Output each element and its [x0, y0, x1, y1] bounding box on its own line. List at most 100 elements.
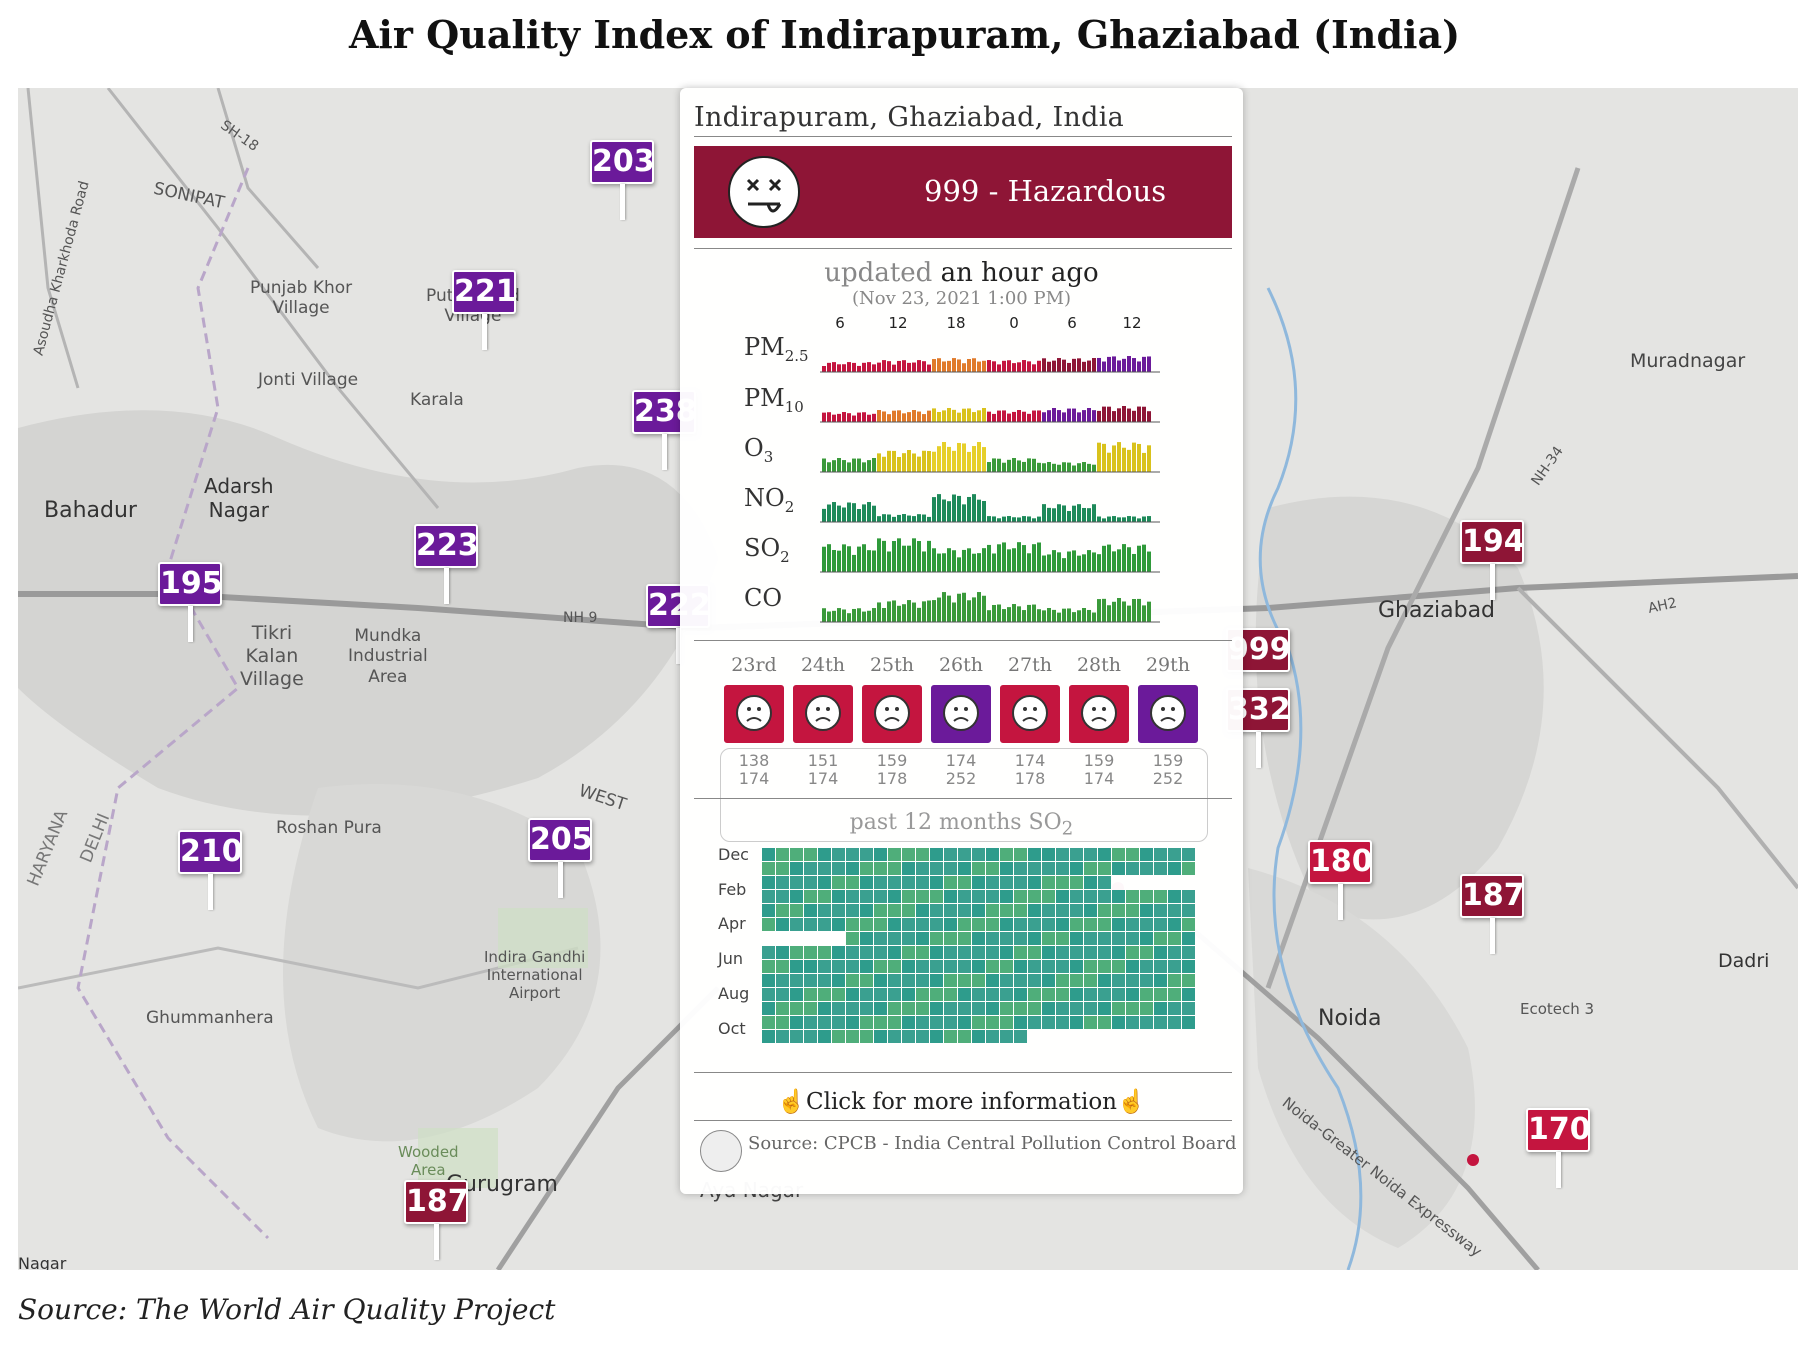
forecast-max: 178 — [876, 769, 908, 788]
sparkline-bar — [927, 410, 931, 422]
sparkline-bar — [1082, 410, 1086, 422]
sparkline-bar — [1117, 408, 1121, 422]
sparkline-bar — [902, 360, 906, 372]
more-info-link[interactable]: ☝Click for more information☝ — [777, 1089, 1146, 1115]
aqi-station-marker[interactable]: 210 — [178, 830, 243, 910]
sparkline-bar — [862, 462, 866, 472]
sparkline-bar — [907, 450, 911, 472]
sparkline-bar — [892, 364, 896, 372]
heatmap-cell — [986, 946, 999, 959]
sparkline-bar — [1072, 465, 1076, 472]
aqi-station-marker[interactable]: 203 — [590, 140, 655, 220]
heatmap-cell — [874, 1002, 887, 1015]
sparkline-bar — [1057, 464, 1061, 472]
heatmap-cell — [1084, 988, 1097, 1001]
aqi-station-marker[interactable]: 170 — [1526, 1108, 1591, 1188]
heatmap-cell — [818, 876, 831, 889]
sparkline-bar — [1037, 462, 1041, 472]
sparkline-bar — [1002, 360, 1006, 372]
sparkline-bar — [1097, 442, 1101, 472]
heatmap-cell — [958, 946, 971, 959]
sparkline-bar — [1122, 517, 1126, 522]
sparkline-bar — [1112, 516, 1116, 522]
heatmap-cell — [1056, 876, 1069, 889]
aqi-station-marker[interactable]: 223 — [414, 524, 479, 604]
heatmap-cell — [986, 974, 999, 987]
heatmap-cell — [1042, 862, 1055, 875]
aqi-station-marker[interactable]: 180 — [1308, 840, 1373, 920]
sparkline-bar — [922, 450, 926, 472]
heatmap-cell — [944, 960, 957, 973]
sparkline-bar — [877, 516, 881, 522]
heatmap-cell — [874, 918, 887, 931]
marker-stem — [482, 314, 487, 350]
sparkline-bar — [1002, 410, 1006, 422]
heatmap-cell — [762, 862, 775, 875]
forecast-values: 174 178 — [1000, 752, 1060, 788]
forecast-day-label: 25th — [869, 654, 915, 676]
heatmap-cell — [1098, 932, 1111, 945]
aqi-station-marker[interactable]: 205 — [528, 818, 593, 898]
sparkline-bar — [917, 456, 921, 472]
heatmap-cell — [1042, 890, 1055, 903]
aqi-station-marker[interactable]: 221 — [452, 270, 517, 350]
heatmap-cell — [958, 876, 971, 889]
heatmap-cell — [1112, 862, 1125, 875]
hour-tick-label: 12 — [888, 314, 908, 332]
heatmap-cell — [1084, 932, 1097, 945]
heatmap-cell — [1028, 974, 1041, 987]
heatmap-cell — [1182, 918, 1195, 931]
sparkline-bar — [1027, 604, 1031, 622]
sparkline-bar — [922, 514, 926, 522]
heatmap-cell — [846, 904, 859, 917]
forecast-values: 138 174 — [724, 752, 784, 788]
marker-stem — [208, 874, 213, 910]
heatmap-cell — [888, 848, 901, 861]
aqi-station-marker[interactable]: 195 — [158, 562, 223, 642]
aqi-station-marker[interactable]: 194 — [1460, 520, 1525, 600]
month-label: Feb — [718, 880, 747, 899]
sparkline-bar — [1137, 406, 1141, 422]
heatmap-cell — [930, 946, 943, 959]
sparkline-bar — [1092, 504, 1096, 522]
sparkline-bar — [997, 410, 1001, 422]
aqi-station-marker[interactable]: 187 — [1460, 874, 1525, 954]
sparkline-bar — [867, 502, 871, 522]
heatmap-cell — [818, 848, 831, 861]
heatmap-cell — [944, 946, 957, 959]
sparkline-bar — [1092, 464, 1096, 472]
station-popup[interactable]: Indirapuram, Ghaziabad, India 999 - Haza… — [680, 88, 1243, 1194]
sparkline-bar — [1007, 459, 1011, 472]
heatmap-cell — [1168, 932, 1181, 945]
sparkline-bar — [937, 553, 941, 572]
sparkline-bar — [877, 362, 881, 372]
heatmap-cell — [1042, 988, 1055, 1001]
sparkline-bar — [1097, 410, 1101, 422]
hour-tick-label: 18 — [946, 314, 966, 332]
updated-relative: an hour ago — [940, 258, 1099, 288]
heatmap-cell — [776, 862, 789, 875]
forecast-face-icon — [723, 684, 785, 744]
heatmap-cell — [888, 988, 901, 1001]
aqi-station-marker[interactable]: 187 — [404, 1180, 469, 1260]
sparkline-bar — [1132, 442, 1136, 472]
heatmap-cell — [1182, 904, 1195, 917]
heatmap-cell — [986, 890, 999, 903]
heatmap-cell — [1168, 988, 1181, 1001]
heatmap-cell — [888, 974, 901, 987]
sparkline-bar — [927, 364, 931, 372]
heatmap-cell — [1168, 862, 1181, 875]
heatmap-cell — [1126, 932, 1139, 945]
heatmap-cell — [832, 862, 845, 875]
sparkline-bar — [832, 549, 836, 572]
heatmap-cell — [804, 904, 817, 917]
heatmap-cell — [902, 862, 915, 875]
sparkline-bar — [1142, 452, 1146, 472]
sparkline-bar — [1112, 411, 1116, 422]
sparkline-bar — [982, 595, 986, 622]
heatmap-cell — [986, 918, 999, 931]
aqi-station-marker[interactable]: 222 — [646, 584, 711, 664]
month-label: Dec — [718, 845, 749, 864]
heatmap-cell — [874, 862, 887, 875]
sparkline-bar — [847, 502, 851, 522]
